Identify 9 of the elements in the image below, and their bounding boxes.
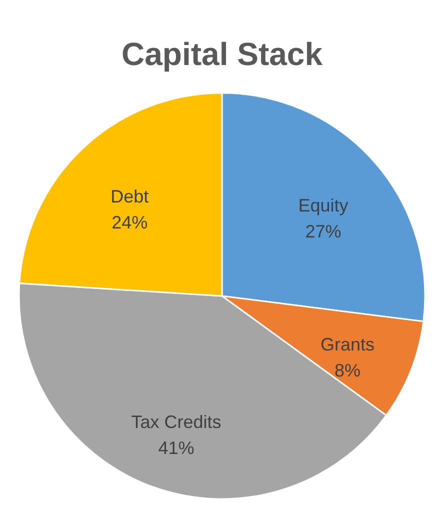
slice-label: Tax Credits [131,412,222,432]
data-label: 8% [334,360,361,381]
chart-title: Capital Stack [122,36,323,72]
data-label: 24% [112,212,148,233]
data-label: 27% [305,222,342,242]
slice-label: Grants [320,334,375,355]
slice-label: Debt [110,186,149,207]
data-label: 41% [158,438,194,458]
slice-label: Equity [298,196,348,216]
